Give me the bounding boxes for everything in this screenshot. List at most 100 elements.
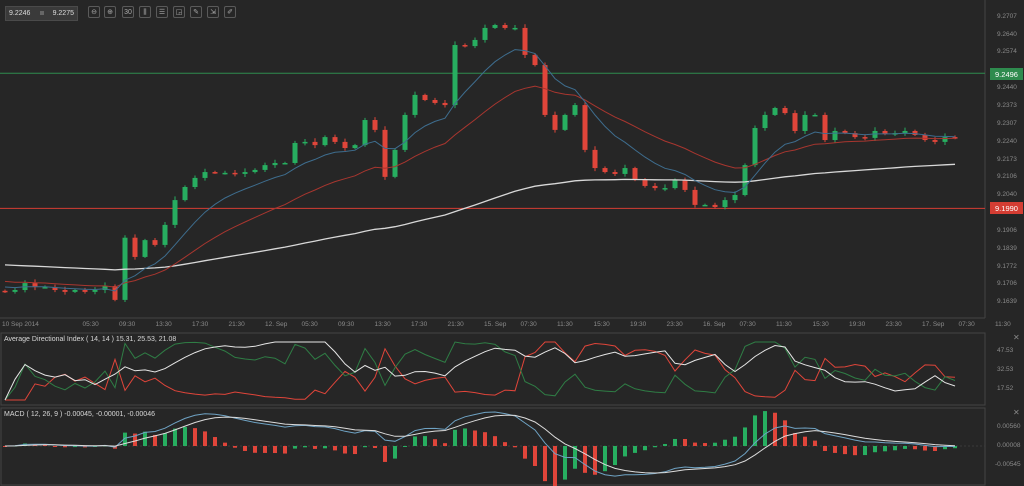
drawing-icon[interactable]: ◲ xyxy=(173,6,185,18)
close-macd-icon[interactable]: ✕ xyxy=(1013,408,1020,417)
time-tick-label: 05:30 xyxy=(82,321,99,328)
macd-histogram-bar xyxy=(633,446,637,453)
candle xyxy=(602,166,608,174)
macd-histogram-bar xyxy=(623,446,627,457)
macd-histogram-bar xyxy=(523,446,527,459)
macd-line xyxy=(4,411,955,477)
candle xyxy=(632,166,638,182)
candle-body xyxy=(182,187,188,201)
export-icon[interactable]: ⇲ xyxy=(207,6,219,18)
macd-histogram-bar xyxy=(693,442,697,446)
adx-tick: 47.53 xyxy=(997,347,1014,354)
candle-body xyxy=(502,25,508,28)
macd-histogram-bar xyxy=(813,440,817,446)
candle xyxy=(572,102,578,117)
macd-histogram-bar xyxy=(343,446,347,454)
spread-separator xyxy=(39,11,44,15)
macd-histogram-bar xyxy=(883,446,887,452)
price-tick-label: 9.2373 xyxy=(997,102,1017,110)
candle-body xyxy=(762,114,768,129)
macd-histogram-bar xyxy=(663,443,667,446)
macd-histogram-bar xyxy=(783,420,787,446)
macd-histogram-bar xyxy=(943,446,947,450)
time-tick-label: 21:30 xyxy=(228,321,245,328)
zoom-out-icon[interactable]: ⊖ xyxy=(88,6,100,18)
candle-body xyxy=(552,114,558,130)
candle-body xyxy=(932,140,938,142)
macd-histogram-bar xyxy=(863,446,867,456)
adx-plus-di-line xyxy=(4,341,956,401)
time-tick-label: 15. Sep xyxy=(484,321,507,328)
candle xyxy=(222,170,228,175)
candle xyxy=(762,111,768,131)
candle-body xyxy=(462,45,468,47)
candle-body xyxy=(152,240,158,245)
candle-body xyxy=(542,65,548,115)
macd-histogram-bar xyxy=(583,446,587,473)
candle xyxy=(162,222,168,248)
tools-icon[interactable]: ✎ xyxy=(190,6,202,18)
candle-body xyxy=(562,114,568,130)
indicators-icon[interactable]: ☰ xyxy=(156,6,168,18)
macd-tick: -0.00545 xyxy=(995,461,1021,468)
candle xyxy=(412,91,418,118)
candle xyxy=(242,168,248,177)
macd-histogram-bar xyxy=(273,446,277,454)
candle xyxy=(172,196,178,228)
candle xyxy=(752,125,758,168)
candle xyxy=(72,288,78,293)
candle-body xyxy=(42,287,48,289)
macd-histogram-bar xyxy=(513,446,517,448)
macd-histogram-bar xyxy=(293,446,297,449)
macd-panel xyxy=(0,411,985,486)
macd-histogram-bar xyxy=(533,446,537,466)
candle xyxy=(822,112,828,143)
candle xyxy=(442,100,448,108)
candle xyxy=(212,170,218,174)
candle xyxy=(582,102,588,153)
candle xyxy=(382,126,388,180)
zoom-in-icon[interactable]: ⊕ xyxy=(104,6,116,18)
candle xyxy=(352,143,358,150)
candle-body xyxy=(352,145,358,149)
candle-body xyxy=(512,27,518,30)
candle xyxy=(452,41,458,109)
candle-body xyxy=(612,172,618,174)
ema-fast-line xyxy=(4,49,956,292)
macd-title: MACD ( 12, 26, 9 ) -0.00045, -0.00001, -… xyxy=(4,411,155,418)
chart-type-icon[interactable]: ⫼ xyxy=(139,6,151,18)
macd-histogram-bar xyxy=(123,432,127,446)
candle-body xyxy=(942,137,948,142)
candle-body xyxy=(132,237,138,257)
candle xyxy=(402,112,408,152)
candle-body xyxy=(442,102,448,106)
price-tick-label: 9.1639 xyxy=(997,298,1017,306)
candle-body xyxy=(372,120,378,130)
timeframe-icon[interactable]: 30 xyxy=(122,6,134,18)
candle xyxy=(652,183,658,191)
macd-histogram-bar xyxy=(483,432,487,446)
candle xyxy=(832,127,838,143)
macd-histogram-bar xyxy=(313,446,317,449)
candle-body xyxy=(332,137,338,142)
close-adx-icon[interactable]: ✕ xyxy=(1013,333,1020,342)
candle-body xyxy=(172,200,178,225)
candle xyxy=(862,134,868,141)
candle-body xyxy=(472,39,478,47)
candle xyxy=(432,97,438,105)
candle xyxy=(532,53,538,67)
macd-histogram-bar xyxy=(53,446,57,447)
candle xyxy=(32,279,38,291)
price-tick-label: 9.2240 xyxy=(997,137,1017,145)
candle-body xyxy=(192,177,198,188)
candle-body xyxy=(292,142,298,163)
candle-body xyxy=(652,185,658,189)
candle xyxy=(142,238,148,258)
macd-histogram-bar xyxy=(603,446,607,472)
macd-histogram-bar xyxy=(643,446,647,451)
candle-body xyxy=(822,114,828,141)
price-tick-label: 9.1839 xyxy=(997,244,1017,252)
pen-icon[interactable]: ✐ xyxy=(224,6,236,18)
adx-minus-di-line xyxy=(5,341,956,401)
